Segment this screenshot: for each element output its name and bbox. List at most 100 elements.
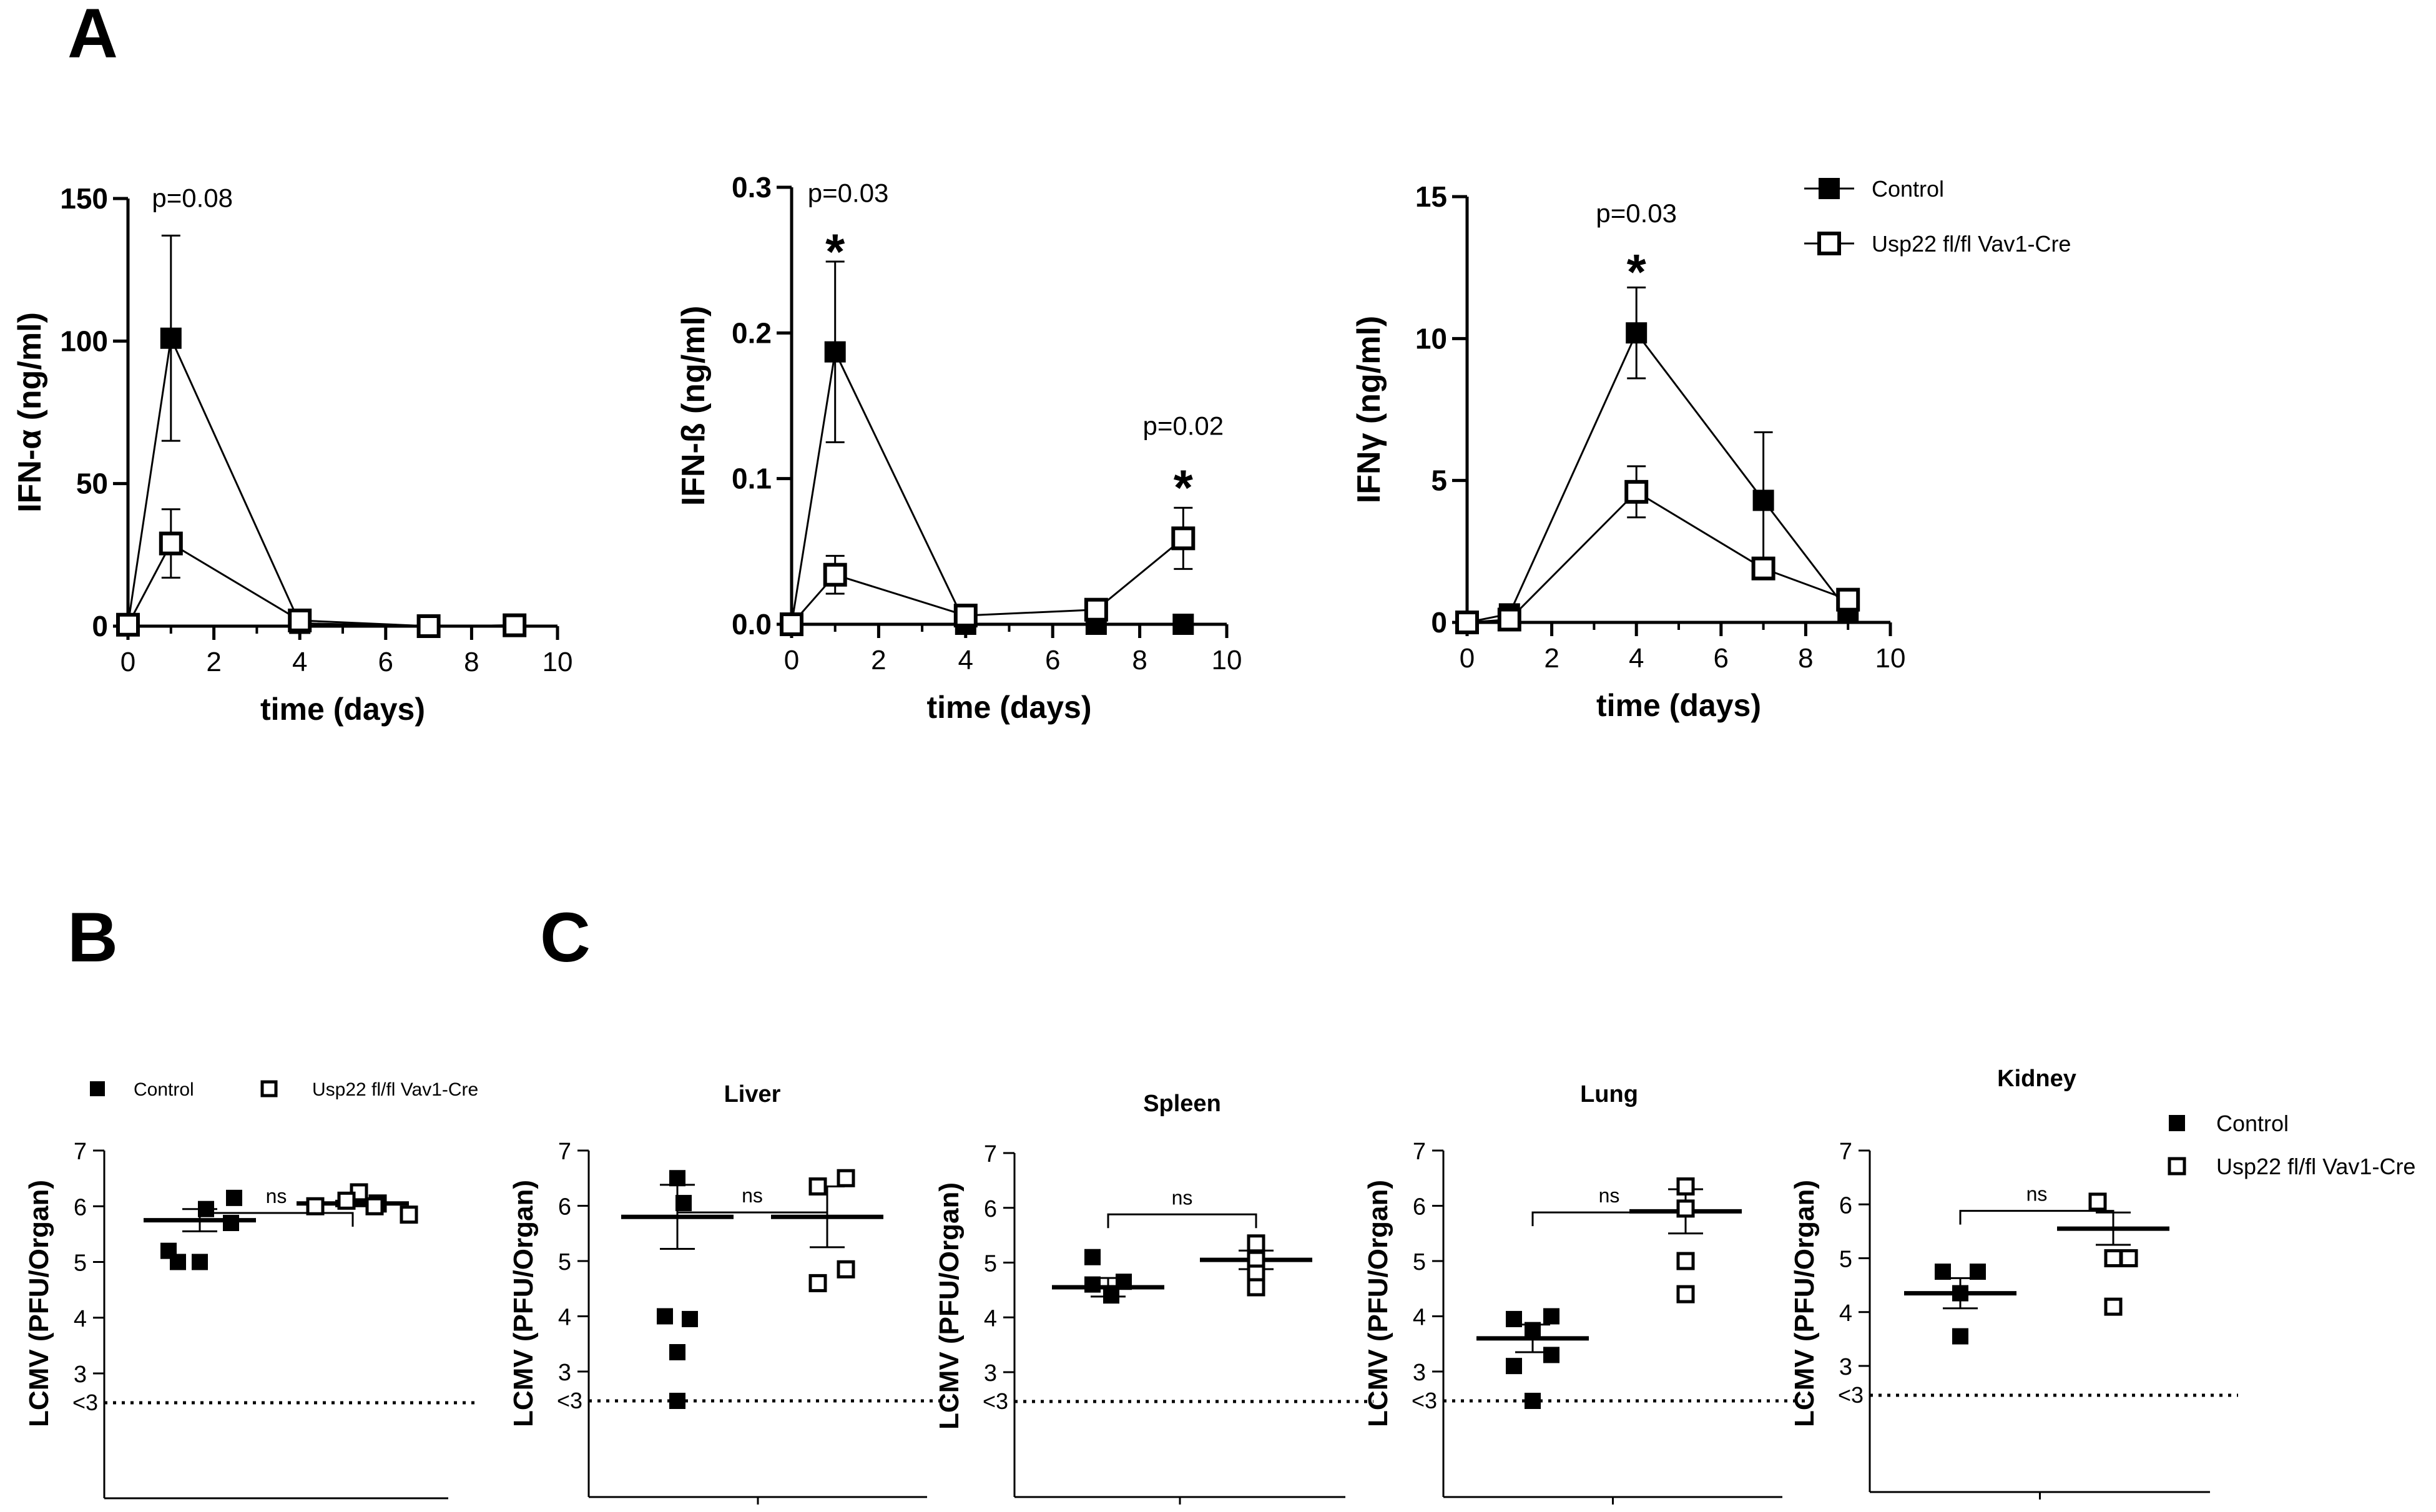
y-axis-title: LCMV (PFU/Organ) — [508, 1180, 539, 1427]
data-point-control — [1506, 1358, 1522, 1375]
x-tick-label: 0 — [1460, 643, 1475, 674]
data-point-control — [669, 1393, 685, 1409]
data-point-usp22-ko — [808, 1274, 827, 1292]
panel-label-c: C — [540, 898, 591, 976]
data-point-control — [1752, 489, 1774, 511]
y-tick-label: 3 — [74, 1362, 87, 1388]
y-tick-label: 5 — [558, 1249, 571, 1275]
x-tick-label: 6 — [1714, 643, 1729, 674]
legend-c: Control Usp22 fl/fl Vav1-Cre — [2168, 1111, 2415, 1179]
detection-limit-label: <3 — [72, 1390, 98, 1415]
significance-star: * — [1627, 244, 1647, 300]
data-point-control — [824, 341, 846, 363]
comparison-bracket — [1531, 1211, 1687, 1227]
data-point-usp22-ko — [400, 1205, 418, 1224]
y-tick-label: 50 — [76, 468, 108, 500]
data-point-usp22-ko — [2119, 1249, 2138, 1267]
series-line-usp22-ko — [127, 542, 515, 627]
data-point-control — [1525, 1393, 1541, 1409]
y-tick-label: 6 — [558, 1194, 571, 1220]
data-point-usp22-ko — [306, 1197, 325, 1215]
y-tick-label: 5 — [74, 1250, 87, 1277]
data-point-usp22-ko — [780, 612, 803, 636]
series-line-usp22-ko — [790, 538, 1184, 625]
legend-a-ko-marker — [1817, 232, 1841, 255]
x-tick-label: 2 — [206, 647, 221, 677]
chart-title: Liver — [724, 1081, 781, 1107]
legend-c-ko-marker — [2168, 1157, 2186, 1176]
lcmv-spleen-chart: 3 4 5 6 7 <3 LCMV (PFU/Organ) Spleen ns — [934, 1091, 1373, 1505]
ifn-beta-chart: 0 2 4 6 8 10 0.0 0.1 0.2 0.3 time (days) IFN-ß (ng/… — [675, 171, 1242, 725]
data-point-usp22-ko — [1247, 1234, 1265, 1253]
y-tick-label: 7 — [1839, 1139, 1852, 1165]
y-axis-title: LCMV (PFU/Organ) — [1789, 1180, 1820, 1427]
x-tick-label: 4 — [292, 647, 307, 677]
y-axis-title: IFN-ß (ng/ml) — [675, 306, 712, 506]
data-point-usp22-ko — [837, 1260, 855, 1279]
y-tick-label: 4 — [1413, 1305, 1426, 1331]
y-tick-label: 150 — [60, 182, 108, 215]
data-point-control — [1084, 1276, 1101, 1293]
legend-b-control-label: Control — [134, 1079, 194, 1100]
x-axis-title: time (days) — [1596, 688, 1761, 723]
y-tick-label: 15 — [1415, 180, 1447, 213]
y-tick-label: 5 — [1839, 1247, 1852, 1273]
x-tick-label: 6 — [1045, 645, 1060, 675]
y-tick-label: 6 — [74, 1194, 87, 1220]
significance-star: * — [1174, 459, 1194, 515]
data-point-usp22-ko — [2104, 1297, 2123, 1316]
data-point-usp22-ko — [808, 1177, 827, 1196]
x-axis-title: time (days) — [927, 690, 1092, 725]
series-line-usp22-ko — [1466, 490, 1849, 624]
y-axis-title: LCMV (PFU/Organ) — [1363, 1180, 1393, 1427]
data-point-control — [192, 1254, 208, 1270]
data-point-control — [1525, 1322, 1541, 1338]
p-value-label: p=0.03 — [1596, 199, 1677, 228]
y-tick-label: 3 — [1413, 1360, 1426, 1386]
y-tick-label: 3 — [558, 1360, 571, 1386]
y-tick-label: 0.3 — [732, 171, 772, 204]
data-point-control — [1935, 1264, 1951, 1280]
data-point-usp22-ko — [837, 1169, 855, 1187]
legend-b-ko-marker — [260, 1080, 278, 1097]
y-tick-label: 7 — [984, 1141, 997, 1167]
data-point-control — [1626, 322, 1648, 344]
legend-a: Control Usp22 fl/fl Vav1-Cre — [1804, 176, 2071, 257]
data-point-usp22-ko — [1676, 1199, 1695, 1218]
y-tick-label: 7 — [74, 1139, 87, 1165]
comparison-label: ns — [1172, 1186, 1193, 1209]
data-point-usp22-ko — [1624, 479, 1649, 504]
comparison-label: ns — [1599, 1184, 1620, 1207]
chart-title: Kidney — [1997, 1066, 2076, 1092]
y-tick-label: 0 — [92, 610, 108, 642]
significance-star: * — [825, 223, 845, 279]
legend-a-ko-label: Usp22 fl/fl Vav1-Cre — [1872, 231, 2071, 257]
data-point-control — [1506, 1310, 1522, 1327]
series-line-control — [127, 335, 515, 627]
ifn-gamma-chart: 0 2 4 6 8 10 0 5 10 15 time (days) IFNγ (ng/ml) p=0.… — [1351, 180, 1905, 723]
data-point-usp22-ko — [1247, 1278, 1265, 1297]
data-point-control — [1116, 1274, 1132, 1290]
legend-c-control-label: Control — [2216, 1111, 2289, 1136]
y-axis-title: LCMV (PFU/Organ) — [24, 1180, 54, 1427]
legend-b: Control Usp22 fl/fl Vav1-Cre — [90, 1079, 478, 1100]
data-point-usp22-ko — [416, 614, 441, 638]
data-point-usp22-ko — [1751, 556, 1775, 581]
detection-limit-label: <3 — [557, 1388, 582, 1413]
data-point-usp22-ko — [823, 562, 847, 587]
panel-label-b: B — [67, 898, 118, 976]
legend-b-control-marker — [90, 1081, 105, 1096]
y-tick-label: 7 — [558, 1139, 571, 1165]
data-point-control — [669, 1170, 685, 1187]
y-tick-label: 100 — [60, 325, 108, 357]
data-point-usp22-ko — [1497, 607, 1521, 632]
x-tick-label: 4 — [958, 645, 973, 675]
chart-title: Lung — [1580, 1081, 1638, 1107]
data-point-control — [170, 1254, 186, 1270]
x-tick-label: 10 — [1212, 645, 1242, 675]
x-tick-label: 2 — [871, 645, 886, 675]
data-point-control — [1172, 614, 1194, 635]
data-point-usp22-ko — [365, 1197, 384, 1215]
